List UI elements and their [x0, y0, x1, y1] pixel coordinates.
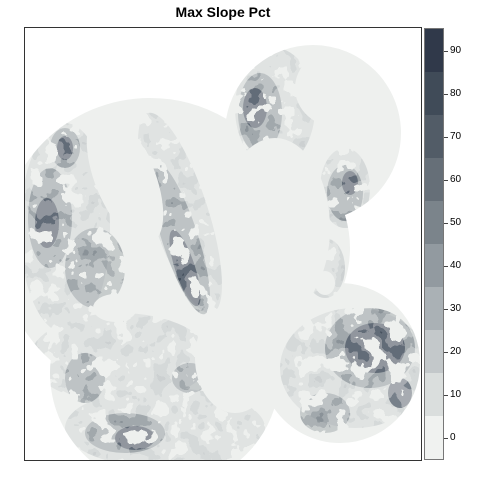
slope-map: [25, 45, 420, 460]
legend-tick-mark: [444, 437, 448, 439]
legend-swatch: [425, 115, 443, 158]
flat-areas: [86, 48, 385, 413]
legend-tick-label: 40: [450, 259, 462, 271]
legend-tick-label: 30: [450, 302, 462, 314]
map-panel: [24, 27, 422, 461]
legend-tick-label: 50: [450, 216, 462, 228]
study-area: [25, 45, 420, 460]
legend-swatch: [425, 158, 443, 201]
legend-tick-label: 70: [450, 130, 462, 142]
legend-swatch: [425, 29, 443, 72]
legend-tick-label: 80: [450, 87, 462, 99]
legend-tick-label: 0: [450, 431, 456, 443]
legend-tick-label: 60: [450, 173, 462, 185]
legend-swatch: [425, 416, 443, 459]
legend-swatch: [425, 330, 443, 373]
legend-tick-label: 20: [450, 345, 462, 357]
legend-swatch: [425, 72, 443, 115]
legend-tick-mark: [444, 179, 448, 181]
legend-tick-mark: [444, 93, 448, 95]
legend-swatch: [425, 244, 443, 287]
legend-colorbar: [424, 28, 444, 460]
legend-tick-mark: [444, 265, 448, 267]
legend-tick-mark: [444, 351, 448, 353]
legend-tick-mark: [444, 50, 448, 52]
legend-tick-label: 90: [450, 44, 462, 56]
legend-swatch: [425, 373, 443, 416]
legend-tick-mark: [444, 136, 448, 138]
legend-swatch: [425, 287, 443, 330]
slope-zones-high: [35, 88, 412, 450]
legend-tick-mark: [444, 394, 448, 396]
legend-swatch: [425, 201, 443, 244]
legend-tick-mark: [444, 222, 448, 224]
map-title: Max Slope Pct: [175, 4, 271, 20]
legend-tick-mark: [444, 308, 448, 310]
legend-tick-label: 10: [450, 388, 462, 400]
